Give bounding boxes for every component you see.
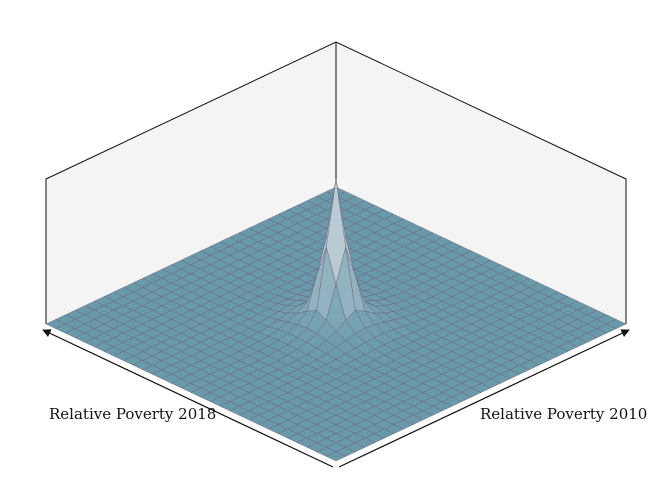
axes-lines [42,329,630,468]
back-panes [45,41,627,324]
y-axis-label: Relative Poverty 2018 [49,405,217,423]
right-back-pane [336,42,626,324]
y-axis-line [42,329,334,468]
x-axis-line [338,329,630,468]
surface-cell [325,451,347,462]
x-axis-label: Relative Poverty 2010 [480,405,648,423]
surface-mesh [45,178,627,462]
left-back-pane [46,42,336,324]
